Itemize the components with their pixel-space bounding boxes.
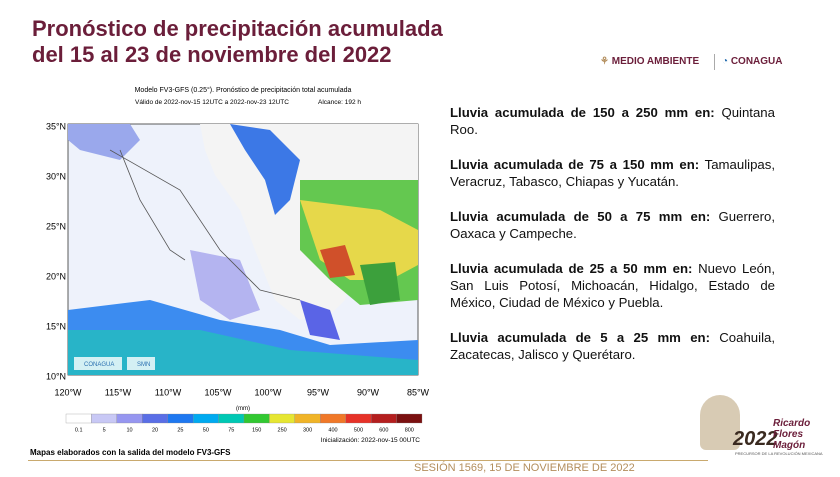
item: Lluvia acumulada de 5 a 25 mm en: Coahui… bbox=[450, 329, 775, 363]
item-text: Quintana Roo. bbox=[450, 105, 775, 137]
colorbar-swatch bbox=[396, 413, 423, 424]
lat-label: 20°N bbox=[46, 271, 66, 281]
item: Lluvia acumulada de 150 a 250 mm en: Qui… bbox=[450, 104, 775, 138]
colorbar-label: 20 bbox=[152, 427, 158, 433]
logo-conagua: ◔ CONAGUA bbox=[722, 56, 783, 67]
colorbar-swatch bbox=[218, 413, 245, 424]
map-title: Modelo FV3-GFS (0.25°). Pronóstico de pr… bbox=[135, 86, 352, 94]
colorbar-label: 250 bbox=[278, 427, 287, 433]
lat-label: 15°N bbox=[46, 321, 66, 331]
item-text: Coahuila, Zacatecas, Jalisco y Querétaro… bbox=[450, 330, 775, 362]
colorbar-label: 800 bbox=[405, 427, 414, 433]
lon-label: 85°W bbox=[407, 387, 430, 397]
colorbar-label: 50 bbox=[203, 427, 209, 433]
footer-note: Mapas elaborados con la salida del model… bbox=[30, 448, 231, 457]
colorbar-swatch bbox=[345, 413, 372, 424]
colorbar-label: 400 bbox=[328, 427, 337, 433]
map-image: CONAGUA SMN bbox=[67, 123, 419, 376]
colorbar-swatch bbox=[320, 413, 346, 424]
colorbar-swatch bbox=[243, 413, 270, 424]
item-heading: Lluvia acumulada de 25 a 50 mm en: bbox=[450, 261, 693, 276]
colorbar-label: 25 bbox=[177, 427, 183, 433]
lat-label: 25°N bbox=[46, 221, 66, 231]
colorbar-label: 5 bbox=[103, 427, 106, 433]
lon-label: 115°W bbox=[105, 387, 132, 397]
lat-label: 10°N bbox=[46, 371, 66, 381]
logo-text: MEDIO AMBIENTE bbox=[611, 56, 700, 67]
map-figure: Modelo FV3-GFS (0.25°). Pronóstico de pr… bbox=[46, 86, 430, 444]
colorbar-label: 10 bbox=[127, 427, 133, 433]
map-range: Alcance: 192 h bbox=[318, 99, 361, 106]
title-line1: Pronóstico de precipitación acumulada bbox=[32, 16, 443, 41]
colorbar-swatch bbox=[116, 413, 143, 424]
session: SESIÓN 1569, 15 DE NOVIEMBRE DE 2022 bbox=[414, 462, 635, 474]
lon-label: 120°W bbox=[54, 387, 82, 397]
footer-line bbox=[28, 460, 708, 461]
colorbar-swatch bbox=[167, 413, 194, 424]
colorbar-unit: (mm) bbox=[236, 406, 250, 412]
divider bbox=[714, 54, 715, 70]
colorbar-label: 500 bbox=[354, 427, 363, 433]
logo-semarnat: ⚘ MEDIO AMBIENTE bbox=[600, 56, 700, 67]
lon-label: 105°W bbox=[204, 387, 232, 397]
init-note: Inicialización: 2022-nov-15 00UTC bbox=[321, 437, 421, 444]
item: Lluvia acumulada de 25 a 50 mm en: Nuevo… bbox=[450, 260, 775, 311]
colorbar-label: 600 bbox=[379, 427, 388, 433]
logo-name: Ricardo Flores Magón bbox=[773, 418, 811, 451]
item-list: Lluvia acumulada de 150 a 250 mm en: Qui… bbox=[450, 104, 775, 381]
map-logo: CONAGUA bbox=[84, 362, 114, 368]
item-heading: Lluvia acumulada de 5 a 25 mm en: bbox=[450, 330, 710, 345]
map-logo: SMN bbox=[137, 362, 150, 368]
logo-text: CONAGUA bbox=[730, 56, 783, 67]
logo-sub: PRECURSOR DE LA REVOLUCIÓN MEXICANA bbox=[735, 451, 823, 456]
lon-label: 110°W bbox=[155, 387, 182, 397]
lon-label: 100°W bbox=[254, 387, 282, 397]
item-text: Nuevo León, San Luis Potosí, Michoacán, … bbox=[450, 261, 775, 310]
colorbar-label: 150 bbox=[252, 427, 261, 433]
item: Lluvia acumulada de 50 a 75 mm en: Guerr… bbox=[450, 208, 775, 242]
lat-label: 30°N bbox=[46, 171, 66, 181]
colorbar-label: 75 bbox=[228, 427, 234, 433]
colorbar-swatch bbox=[370, 413, 397, 424]
item-text: Guerrero, Oaxaca y Campeche. bbox=[450, 209, 775, 241]
colorbar-label: 0.1 bbox=[75, 427, 83, 433]
lon-label: 95°W bbox=[307, 387, 330, 397]
colorbar-swatch bbox=[65, 413, 92, 424]
lat-label: 35°N bbox=[46, 121, 66, 131]
portrait bbox=[700, 395, 740, 450]
title-line2: del 15 al 23 de noviembre del 2022 bbox=[32, 42, 392, 67]
item-heading: Lluvia acumulada de 150 a 250 mm en: bbox=[450, 105, 715, 120]
colorbar-swatch bbox=[142, 413, 168, 424]
colorbar-label: 300 bbox=[303, 427, 312, 433]
colorbar-swatch bbox=[192, 413, 219, 424]
item-text: Tamaulipas, Veracruz, Tabasco, Chiapas y… bbox=[450, 157, 775, 189]
item: Lluvia acumulada de 75 a 150 mm en: Tama… bbox=[450, 156, 775, 190]
colorbar-swatch bbox=[269, 413, 296, 424]
map-valid: Válido de 2022-nov-15 12UTC a 2022-nov-2… bbox=[135, 99, 289, 106]
colorbar-swatch bbox=[294, 413, 321, 424]
colorbar-swatch bbox=[91, 413, 118, 424]
logo-year: 2022 bbox=[733, 428, 778, 450]
lon-label: 90°W bbox=[357, 387, 380, 397]
item-heading: Lluvia acumulada de 50 a 75 mm en: bbox=[450, 209, 711, 224]
item-heading: Lluvia acumulada de 75 a 150 mm en: bbox=[450, 157, 700, 172]
